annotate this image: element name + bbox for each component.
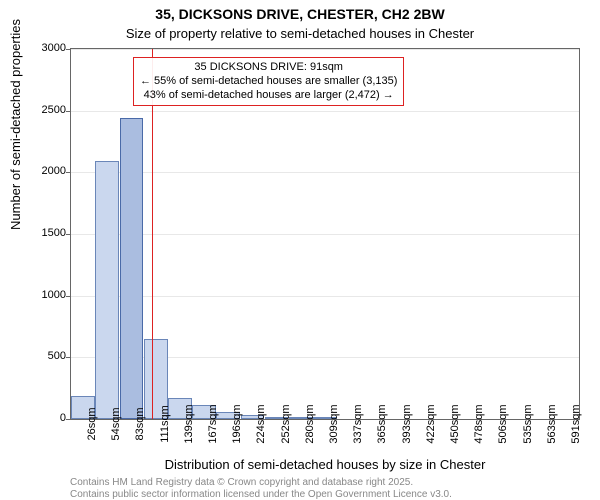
annotation-line: 35 DICKSONS DRIVE: 91sqm (140, 61, 397, 75)
x-tick-label: 393sqm (401, 404, 413, 443)
footer-line-1: Contains HM Land Registry data © Crown c… (70, 477, 413, 488)
x-tick-label: 563sqm (546, 404, 558, 443)
x-tick-label: 535sqm (522, 404, 534, 443)
x-tick-label: 478sqm (473, 404, 485, 443)
annotation-box: 35 DICKSONS DRIVE: 91sqm← 55% of semi-de… (133, 57, 404, 106)
chart-container: 35, DICKSONS DRIVE, CHESTER, CH2 2BW Siz… (0, 0, 600, 500)
annotation-line: ← 55% of semi-detached houses are smalle… (140, 75, 397, 89)
gridline (71, 49, 579, 50)
x-tick-label: 139sqm (183, 404, 195, 443)
y-tick-label: 1000 (16, 289, 66, 301)
x-tick-label: 167sqm (207, 404, 219, 443)
y-tick-label: 0 (16, 412, 66, 424)
plot-area: 35 DICKSONS DRIVE: 91sqm← 55% of semi-de… (70, 48, 580, 420)
x-tick-label: 111sqm (159, 405, 171, 443)
x-tick-label: 337sqm (352, 404, 364, 443)
x-tick-label: 365sqm (376, 404, 388, 443)
y-tick-label: 3000 (16, 42, 66, 54)
y-tick-label: 2000 (16, 165, 66, 177)
x-tick-label: 224sqm (255, 404, 267, 443)
x-tick-label: 309sqm (328, 404, 340, 443)
chart-subtitle: Size of property relative to semi-detach… (0, 26, 600, 41)
x-tick-label: 506sqm (497, 404, 509, 443)
x-tick-label: 280sqm (304, 404, 316, 443)
gridline (71, 296, 579, 297)
annotation-line: 43% of semi-detached houses are larger (… (140, 89, 397, 103)
y-tick-label: 1500 (16, 227, 66, 239)
x-tick-label: 591sqm (570, 404, 582, 443)
y-tick-label: 500 (16, 350, 66, 362)
gridline (71, 111, 579, 112)
bar-highlight (120, 118, 144, 419)
x-tick-label: 83sqm (134, 407, 146, 440)
footer-line-2: Contains public sector information licen… (70, 489, 452, 500)
x-tick-label: 26sqm (86, 407, 98, 440)
x-tick-label: 196sqm (231, 404, 243, 443)
x-tick-label: 450sqm (449, 404, 461, 443)
gridline (71, 172, 579, 173)
y-tick-label: 2500 (16, 104, 66, 116)
x-tick-label: 422sqm (425, 404, 437, 443)
chart-title: 35, DICKSONS DRIVE, CHESTER, CH2 2BW (0, 6, 600, 22)
x-tick-label: 54sqm (110, 407, 122, 440)
x-tick-label: 252sqm (280, 404, 292, 443)
gridline (71, 234, 579, 235)
bar (95, 161, 119, 419)
x-axis-label: Distribution of semi-detached houses by … (70, 457, 580, 472)
